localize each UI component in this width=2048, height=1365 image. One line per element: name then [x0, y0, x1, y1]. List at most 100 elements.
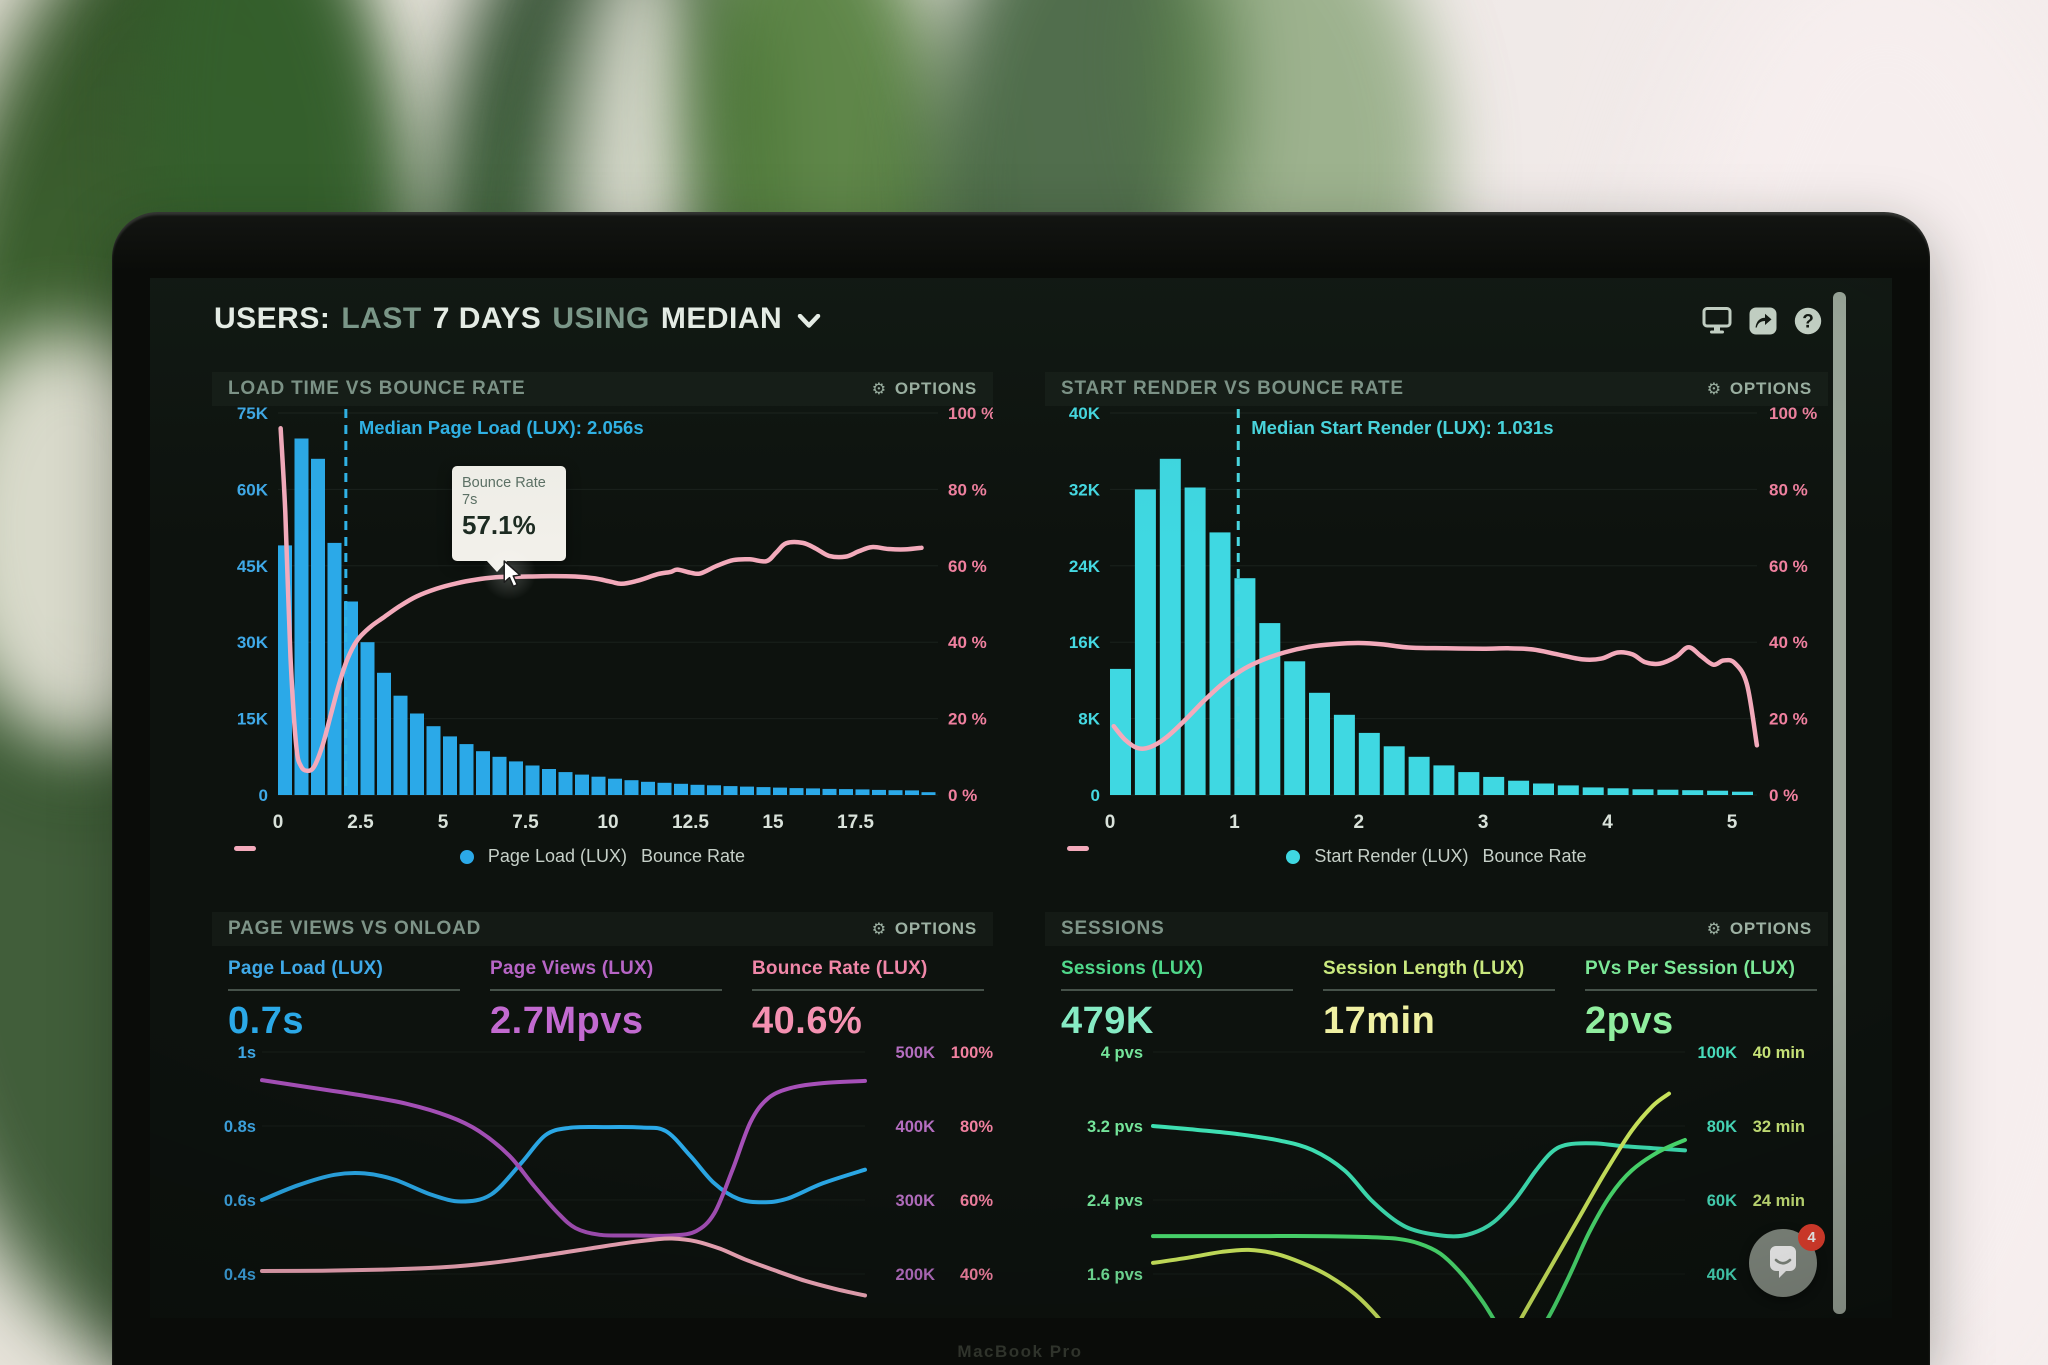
gear-icon: ⚙ — [871, 379, 887, 398]
axis-tick-label: 60 % — [948, 557, 987, 576]
panel-title: START RENDER VS BOUNCE RATE — [1061, 378, 1404, 399]
series-min — [1151, 1091, 1671, 1318]
axis-tick-label: 0 % — [948, 786, 977, 805]
axis-tick-label: 10 — [597, 812, 618, 833]
metric-bounce-rate: Bounce Rate (LUX) 40.6% — [752, 958, 984, 1043]
axis-tick-label: 100 % — [1769, 404, 1817, 423]
chat-bubble-icon — [1770, 1246, 1796, 1278]
axis-tick-label: 7.5 — [512, 812, 539, 833]
page-scrollbar[interactable] — [1833, 292, 1846, 1314]
axis-tick-label: 1 — [1229, 812, 1240, 833]
metric-session-length: Session Length (LUX) 17min — [1323, 958, 1555, 1043]
axis-tick-label: 32 min — [1753, 1118, 1805, 1136]
axis-tick-label: 20 % — [1769, 710, 1808, 729]
axis-tick-label: 24 min — [1753, 1192, 1805, 1210]
axis-tick-label: 30K — [237, 633, 269, 652]
axis-tick-label: 0 — [273, 812, 284, 833]
axis-tick-label: 20 % — [948, 710, 987, 729]
axis-tick-label: 24K — [1069, 557, 1101, 576]
legend-line-icon — [234, 846, 256, 851]
axis-tick-label: Median Start Render (LUX): 1.031s — [1251, 417, 1553, 438]
series-sec — [260, 1124, 867, 1205]
axis-tick-label: 0.8s — [224, 1118, 256, 1136]
share-button[interactable] — [1749, 307, 1777, 335]
legend-dot-icon — [459, 849, 474, 864]
axis-tick-label: 12.5 — [672, 812, 709, 833]
axis-tick-label: 80 % — [948, 480, 987, 499]
panel-title: PAGE VIEWS VS ONLOAD — [228, 918, 482, 939]
display-settings-button[interactable] — [1702, 306, 1732, 335]
axis-tick-label: 32K — [1069, 480, 1101, 499]
options-button[interactable]: ⚙ OPTIONS — [871, 379, 977, 398]
users-timeframe-dropdown[interactable]: USERS: LAST 7 DAYS USING MEDIAN — [214, 302, 821, 336]
axis-tick-label: 4 pvs — [1101, 1044, 1143, 1062]
help-icon: ? — [1794, 307, 1822, 334]
svg-text:?: ? — [1802, 311, 1814, 332]
metric-page-load: Page Load (LUX) 0.7s — [228, 958, 460, 1043]
axis-tick-label: 40 % — [948, 633, 987, 652]
metric-page-views: Page Views (LUX) 2.7Mpvs — [490, 958, 722, 1043]
page-views-vs-onload-chart[interactable]: 1s 0.8s 0.6s 0.4s 500K 400K 300K 200K 100% 80% 60%… — [212, 1040, 993, 1318]
panel-title: LOAD TIME VS BOUNCE RATE — [228, 378, 526, 399]
axis-tick-label: 60K — [1707, 1192, 1737, 1210]
options-button[interactable]: ⚙ OPTIONS — [1706, 919, 1812, 938]
axis-tick-label: 8K — [1078, 710, 1100, 729]
axis-tick-label: 2.5 — [347, 812, 374, 833]
mouse-cursor-icon — [503, 560, 521, 588]
axis-tick-label: 100 % — [948, 404, 993, 423]
panel-start-render-header: START RENDER VS BOUNCE RATE ⚙ OPTIONS — [1045, 372, 1828, 406]
notification-badge: 4 — [1798, 1224, 1825, 1251]
gear-icon: ⚙ — [1706, 919, 1722, 938]
panel-sessions-header: SESSIONS ⚙ OPTIONS — [1045, 912, 1828, 946]
axis-tick-label: 60% — [960, 1192, 993, 1210]
options-button[interactable]: ⚙ OPTIONS — [1706, 379, 1812, 398]
axis-tick-label: 60K — [237, 480, 269, 499]
axis-tick-label: 100% — [951, 1044, 993, 1062]
axis-tick-label: 40% — [960, 1266, 993, 1284]
axis-tick-label: 80K — [1707, 1118, 1737, 1136]
start-render-vs-bounce-rate-chart[interactable]: Median Start Render (LUX): 1.031s 40K 32K 2… — [1045, 404, 1828, 844]
legend-dot-icon — [1286, 849, 1301, 864]
gear-icon: ⚙ — [871, 919, 887, 938]
metric-sessions: Sessions (LUX) 479K — [1061, 958, 1293, 1043]
axis-tick-label: 2 — [1354, 812, 1365, 833]
series-pct — [260, 1236, 867, 1298]
axis-tick-label: 1s — [238, 1044, 256, 1062]
load-time-vs-bounce-rate-chart[interactable]: Median Page Load (LUX): 2.056s 75K 60K 45K 3… — [212, 404, 993, 844]
axis-tick-label: 2.4 pvs — [1087, 1192, 1143, 1210]
chart-legend: Page Load (LUX) Bounce Rate — [212, 846, 993, 867]
axis-tick-label: 5 — [438, 812, 449, 833]
axis-tick-label: 500K — [896, 1044, 936, 1062]
axis-tick-label: 0.6s — [224, 1192, 256, 1210]
series-pvs — [1151, 1137, 1687, 1318]
axis-tick-label: 60 % — [1769, 557, 1808, 576]
axis-tick-label: 15 — [762, 812, 784, 833]
series-k — [1151, 1124, 1687, 1239]
axis-tick-label: 16K — [1069, 633, 1101, 652]
axis-tick-label: 3.2 pvs — [1087, 1118, 1143, 1136]
title-segment: MEDIAN — [660, 302, 783, 335]
gear-icon: ⚙ — [1706, 379, 1722, 398]
legend-line-icon — [1067, 846, 1089, 851]
axis-tick-label: 3 — [1478, 812, 1489, 833]
axis-tick-label: 4 — [1602, 812, 1613, 833]
series-k — [260, 1078, 867, 1238]
axis-tick-label: 1.6 pvs — [1087, 1266, 1143, 1284]
axis-tick-label: 0.4s — [224, 1266, 256, 1284]
axis-tick-label: 15K — [237, 710, 269, 729]
axis-tick-label: 80% — [960, 1118, 993, 1136]
options-button[interactable]: ⚙ OPTIONS — [871, 919, 977, 938]
title-segment: USERS: — [214, 302, 331, 335]
panel-load-time-header: LOAD TIME VS BOUNCE RATE ⚙ OPTIONS — [212, 372, 993, 406]
axis-tick-label: 0 — [1105, 812, 1116, 833]
sessions-chart[interactable]: 4 pvs 3.2 pvs 2.4 pvs 1.6 pvs 100K 80K 60K 40K 4… — [1045, 1040, 1828, 1318]
axis-tick-label: 100K — [1698, 1044, 1738, 1062]
axis-tick-label: 40 % — [1769, 633, 1808, 652]
display-icon — [1702, 307, 1732, 334]
share-icon — [1749, 307, 1777, 334]
help-button[interactable]: ? — [1794, 307, 1822, 335]
axis-tick-label: 80 % — [1769, 480, 1808, 499]
axis-tick-label: 75K — [237, 404, 269, 423]
metric-pvs-per-session: PVs Per Session (LUX) 2pvs — [1585, 958, 1817, 1043]
axis-tick-label: 400K — [896, 1118, 936, 1136]
